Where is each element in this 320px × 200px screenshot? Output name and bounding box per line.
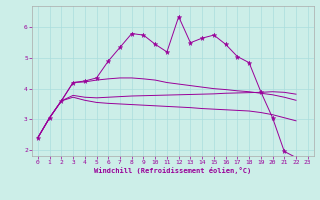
X-axis label: Windchill (Refroidissement éolien,°C): Windchill (Refroidissement éolien,°C) <box>94 167 252 174</box>
